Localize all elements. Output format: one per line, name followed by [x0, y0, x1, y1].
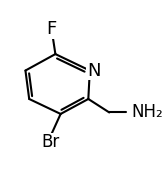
- Text: F: F: [46, 20, 57, 38]
- Text: N: N: [87, 62, 101, 79]
- Text: Br: Br: [42, 133, 60, 151]
- Text: NH₂: NH₂: [132, 103, 164, 121]
